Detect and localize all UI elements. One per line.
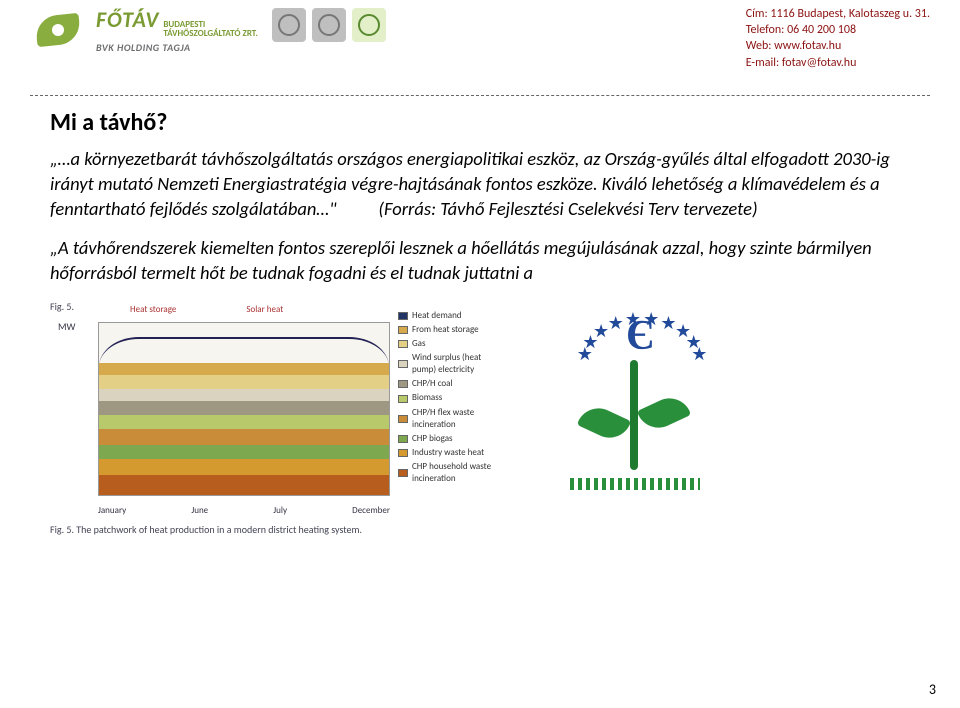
x-tick: January <box>98 505 126 516</box>
chart-layer <box>99 399 389 415</box>
legend-swatch <box>398 340 408 348</box>
legend-item: CHP/H coal <box>398 378 500 390</box>
top-label: Solar heat <box>246 304 283 315</box>
ecolabel-symbol: Є <box>626 312 655 360</box>
brand-subtitle: BVK HOLDING TAGJA <box>96 41 258 54</box>
legend-label: CHP biogas <box>412 433 453 445</box>
contact-address: Cím: 1116 Budapest, Kalotaszeg u. 31. <box>746 6 930 22</box>
legend-item: CHP biogas <box>398 433 500 445</box>
legend-label: CHP/H coal <box>412 378 453 390</box>
legend-swatch <box>398 326 408 334</box>
cert-icon <box>272 8 306 42</box>
chart-layer <box>99 373 389 389</box>
legend-item: CHP household waste incineration <box>398 461 500 485</box>
chart-layer <box>99 473 389 496</box>
header: FŐTÁV BUDAPESTI TÁVHŐSZOLGÁLTATÓ ZRT. BV… <box>0 0 960 77</box>
legend-swatch <box>398 415 408 423</box>
legend-label: Heat demand <box>412 310 462 322</box>
x-axis: January June July December <box>98 505 390 516</box>
content: Mi a távhő? „…a környezetbarát távhőszol… <box>0 104 960 286</box>
y-axis-label: MW <box>58 320 75 333</box>
star-icon: ★ <box>608 312 624 334</box>
leaf-badge-icon <box>30 11 88 49</box>
paragraph-1: „…a környezetbarát távhőszolgáltatás ors… <box>50 147 910 222</box>
eu-ecolabel-icon: ★★★★★★★★★★ Є <box>540 300 730 490</box>
legend-swatch <box>398 395 408 403</box>
header-divider <box>30 95 930 96</box>
heat-production-chart: Fig. 5. MW Heat storage Solar heat Janua… <box>50 300 500 530</box>
legend-label: CHP household waste incineration <box>412 461 500 485</box>
legend-label: Gas <box>412 338 426 350</box>
x-tick: July <box>273 505 287 516</box>
legend-swatch <box>398 435 408 443</box>
legend-label: Industry waste heat <box>412 447 484 459</box>
contact-phone: Telefon: 06 40 200 108 <box>746 22 930 38</box>
chart-legend: Heat demand From heat storage Gas Wind surp… <box>398 310 500 488</box>
diagram-row: Fig. 5. MW Heat storage Solar heat Janua… <box>0 300 960 530</box>
chart-layer <box>99 427 389 445</box>
slide-page: FŐTÁV BUDAPESTI TÁVHŐSZOLGÁLTATÓ ZRT. BV… <box>0 0 960 708</box>
chart-caption: Fig. 5. The patchwork of heat production… <box>50 523 362 536</box>
legend-item: Gas <box>398 338 500 350</box>
legend-item: From heat storage <box>398 324 500 336</box>
brand-line2: TÁVHŐSZOLGÁLTATÓ ZRT. <box>163 28 258 39</box>
legend-label: CHP/H flex waste incineration <box>412 407 500 431</box>
ecolabel-grass <box>570 478 700 490</box>
chart-layer <box>99 363 389 375</box>
star-icon: ★ <box>691 343 707 365</box>
contact-web: Web: www.fotav.hu <box>746 38 930 54</box>
legend-swatch <box>398 360 408 368</box>
legend-swatch <box>398 449 408 457</box>
legend-label: Biomass <box>412 392 442 404</box>
legend-item: Industry waste heat <box>398 447 500 459</box>
contact-block: Cím: 1116 Budapest, Kalotaszeg u. 31. Te… <box>746 6 930 71</box>
para1-source: (Forrás: Távhő Fejlesztési Cselekvési Te… <box>378 197 757 220</box>
cert-badges <box>272 8 386 42</box>
brand-name: FŐTÁV <box>96 6 159 33</box>
chart-layer <box>99 457 389 475</box>
paragraph-2: „A távhőrendszerek kiemelten fontos szer… <box>50 236 910 286</box>
page-number: 3 <box>929 681 936 698</box>
chart-layer <box>99 387 389 401</box>
figure-label: Fig. 5. <box>50 300 74 313</box>
legend-swatch <box>398 312 408 320</box>
contact-email: E-mail: fotav@fotav.hu <box>746 55 930 71</box>
top-label: Heat storage <box>130 304 176 315</box>
legend-item: Heat demand <box>398 310 500 322</box>
page-title: Mi a távhő? <box>50 108 910 137</box>
ecolabel-stem <box>630 360 638 470</box>
ecolabel-leaf <box>637 391 691 435</box>
brand-logo: FŐTÁV BUDAPESTI TÁVHŐSZOLGÁLTATÓ ZRT. BV… <box>30 6 258 54</box>
legend-item: CHP/H flex waste incineration <box>398 407 500 431</box>
x-tick: December <box>352 505 390 516</box>
chart-layer <box>99 413 389 429</box>
x-tick: June <box>191 505 208 516</box>
legend-item: Wind surplus (heat pump) electricity <box>398 352 500 376</box>
ecolabel-leaf <box>577 401 631 445</box>
legend-label: Wind surplus (heat pump) electricity <box>412 352 500 376</box>
legend-label: From heat storage <box>412 324 479 336</box>
cert-icon <box>352 8 386 42</box>
chart-top-labels: Heat storage Solar heat <box>130 304 283 315</box>
legend-swatch <box>398 469 408 477</box>
chart-plot-area <box>98 322 390 496</box>
legend-swatch <box>398 380 408 388</box>
brand-text: FŐTÁV BUDAPESTI TÁVHŐSZOLGÁLTATÓ ZRT. BV… <box>96 6 258 54</box>
cert-icon <box>312 8 346 42</box>
legend-item: Biomass <box>398 392 500 404</box>
chart-layer <box>99 443 389 459</box>
